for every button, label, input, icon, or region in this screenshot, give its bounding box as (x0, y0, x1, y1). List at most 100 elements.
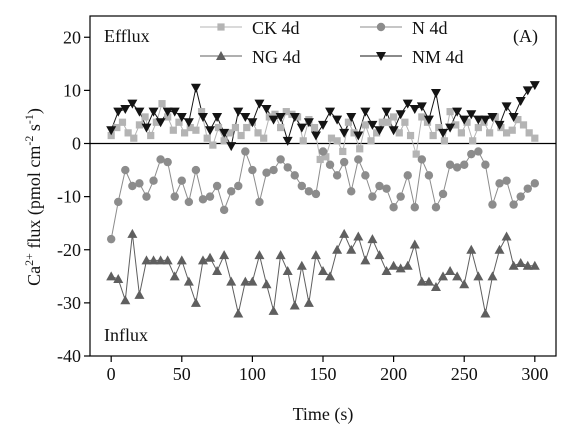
data-point (205, 192, 215, 201)
data-point (474, 123, 482, 132)
data-point (360, 107, 371, 117)
data-point (487, 271, 498, 281)
data-point (248, 165, 257, 175)
data-point (268, 305, 279, 315)
data-point (113, 107, 124, 117)
data-point (406, 131, 415, 140)
data-point (361, 121, 369, 129)
data-point (169, 107, 180, 117)
data-point (445, 160, 455, 169)
data-point (460, 160, 469, 169)
data-point (402, 260, 413, 270)
data-point (192, 126, 200, 134)
data-point (327, 134, 336, 142)
data-point (466, 110, 477, 120)
data-point (121, 165, 130, 175)
data-point (255, 197, 264, 207)
data-point (508, 126, 516, 134)
data-point (148, 107, 159, 117)
data-point (353, 231, 364, 241)
data-point (297, 181, 307, 191)
data-point (339, 157, 349, 167)
data-point (260, 134, 268, 142)
x-axis-label: Time (s) (293, 404, 354, 425)
data-point (502, 129, 511, 137)
data-point (418, 113, 426, 121)
panel-label: (A) (513, 26, 538, 47)
data-point (384, 118, 392, 126)
data-point (118, 118, 127, 126)
data-point (275, 250, 286, 260)
data-point (176, 255, 187, 265)
data-point (474, 147, 483, 156)
data-point (241, 147, 250, 156)
data-point (226, 129, 234, 137)
data-point (289, 300, 300, 310)
data-point (186, 123, 194, 132)
data-point (134, 289, 145, 299)
y-tick-label: 20 (63, 27, 81, 47)
data-point (469, 137, 477, 145)
legend: CK 4d N 4d NG 4d NM 4d (200, 18, 464, 67)
data-point (494, 244, 505, 254)
data-point (396, 192, 405, 201)
data-point (480, 118, 488, 126)
data-point (430, 281, 441, 291)
data-point (509, 200, 518, 209)
data-point (481, 160, 490, 169)
data-point (368, 192, 377, 201)
data-point (354, 155, 363, 164)
data-point (389, 203, 398, 212)
data-point (197, 108, 206, 116)
data-point (440, 137, 449, 145)
data-point (269, 165, 278, 175)
data-point (486, 129, 494, 137)
data-point (198, 195, 208, 204)
data-point (347, 187, 356, 196)
data-point (234, 181, 243, 191)
data-point (446, 108, 454, 116)
data-point (106, 126, 117, 136)
data-point (361, 171, 370, 180)
data-point (403, 171, 412, 180)
data-point (395, 129, 403, 137)
data-point (148, 255, 159, 265)
data-point (409, 104, 420, 114)
data-point (318, 266, 328, 275)
data-point (525, 129, 533, 137)
data-point (401, 118, 409, 126)
data-point (367, 234, 378, 244)
data-point (423, 118, 432, 126)
data-point (282, 266, 293, 275)
data-point (147, 131, 155, 140)
data-point (435, 123, 443, 132)
data-point (374, 250, 385, 260)
data-point (325, 271, 336, 281)
data-point (164, 113, 172, 121)
data-point (282, 108, 290, 116)
legend-label: CK 4d (252, 18, 300, 38)
data-point (519, 121, 528, 129)
data-point (322, 153, 330, 161)
data-point (459, 279, 470, 289)
data-point (158, 100, 166, 108)
data-point (304, 187, 314, 196)
data-point (113, 273, 124, 283)
data-point (529, 260, 540, 270)
data-point (531, 134, 539, 142)
data-point (416, 276, 427, 286)
data-point (339, 147, 347, 156)
data-point (463, 118, 471, 126)
data-point (487, 112, 498, 122)
data-point (529, 81, 540, 91)
data-point (367, 120, 378, 130)
data-point (106, 234, 116, 244)
data-point (282, 136, 293, 146)
data-point (254, 129, 262, 137)
data-point (473, 115, 484, 125)
data-point (515, 258, 526, 268)
data-point (438, 128, 449, 138)
legend-marker (376, 22, 386, 32)
data-point (152, 118, 160, 126)
data-point (155, 118, 166, 128)
